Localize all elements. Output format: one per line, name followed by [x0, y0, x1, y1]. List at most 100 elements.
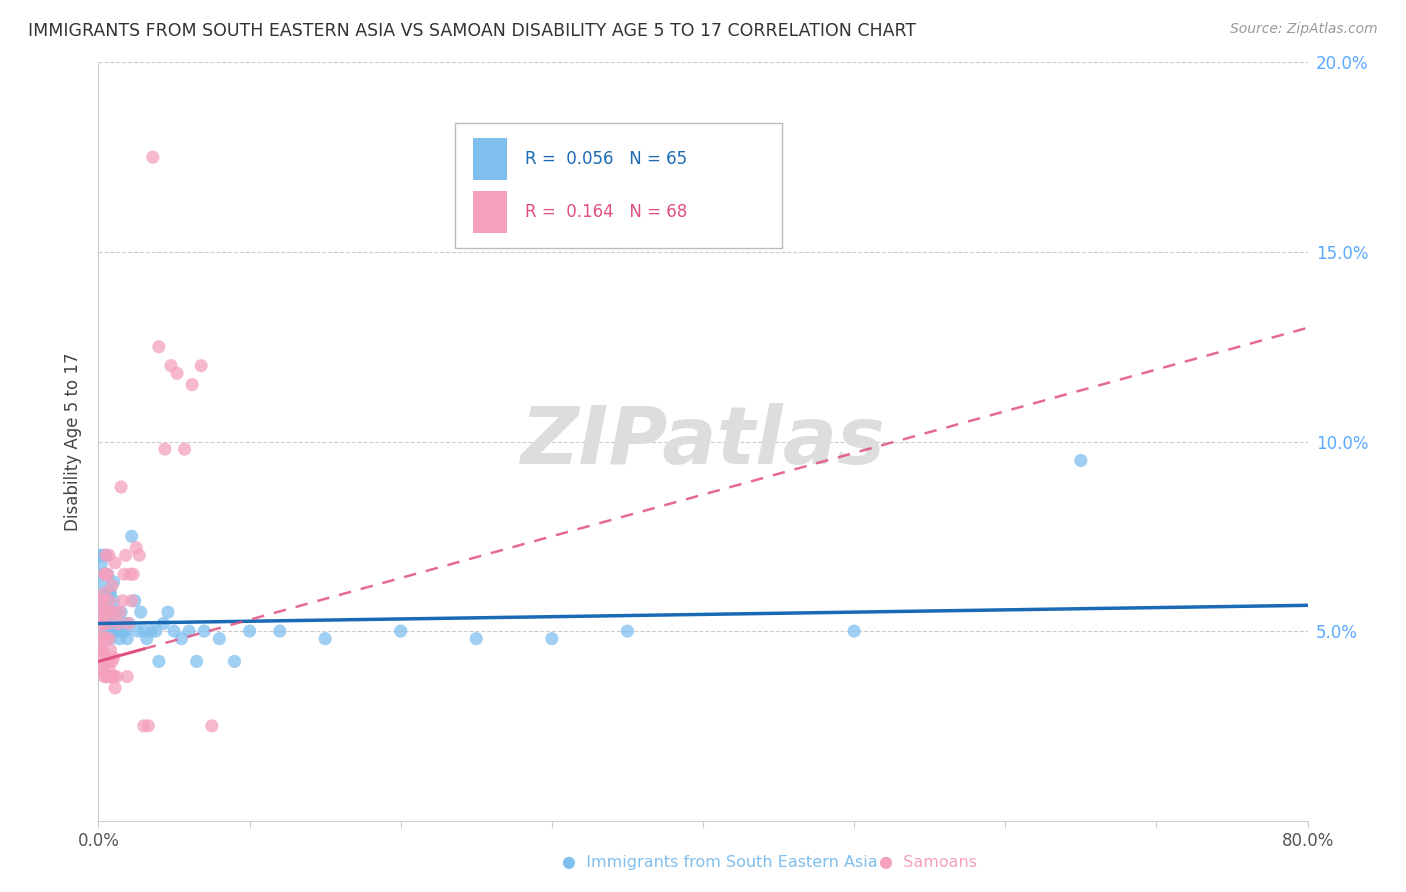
Point [193, 624, 215, 639]
Point [90, 616, 112, 631]
Point [98, 548, 121, 563]
Text: ●  Immigrants from South Eastern Asia: ● Immigrants from South Eastern Asia [562, 855, 877, 870]
Text: IMMIGRANTS FROM SOUTH EASTERN ASIA VS SAMOAN DISABILITY AGE 5 TO 17 CORRELATION : IMMIGRANTS FROM SOUTH EASTERN ASIA VS SA… [28, 22, 917, 40]
Point [170, 632, 193, 646]
Point [93, 594, 115, 608]
Point [100, 605, 122, 619]
Point [239, 624, 262, 639]
Point [93, 567, 115, 582]
Point [101, 605, 124, 619]
Point [104, 681, 127, 695]
Point [89, 643, 111, 657]
Point [104, 624, 127, 639]
Point [98, 605, 121, 619]
Point [145, 624, 167, 639]
Point [93, 605, 115, 619]
Point [94, 669, 117, 684]
Point [132, 719, 155, 733]
Point [114, 548, 136, 563]
Point [90, 662, 112, 676]
Point [104, 556, 127, 570]
Text: ZIPatlas: ZIPatlas [520, 402, 886, 481]
Point [98, 632, 121, 646]
Point [105, 669, 128, 684]
Point [141, 624, 163, 639]
Point [179, 624, 201, 639]
Point [101, 624, 124, 639]
Point [94, 605, 117, 619]
Point [100, 586, 122, 600]
Point [120, 567, 142, 582]
Point [94, 605, 117, 619]
Point [208, 632, 231, 646]
Point [91, 616, 114, 631]
Point [91, 632, 114, 646]
Text: R =  0.056   N = 65: R = 0.056 N = 65 [526, 150, 688, 168]
Point [465, 632, 488, 646]
Point [103, 605, 125, 619]
Point [269, 624, 291, 639]
Point [93, 669, 115, 684]
Point [112, 567, 135, 582]
Point [103, 594, 125, 608]
Point [98, 586, 121, 600]
Point [148, 340, 170, 354]
Point [89, 567, 111, 582]
Point [100, 643, 122, 657]
Point [186, 655, 208, 669]
Point [103, 574, 125, 589]
Point [107, 616, 129, 631]
Text: ●  Samoans: ● Samoans [879, 855, 977, 870]
Point [118, 616, 141, 631]
Point [98, 662, 121, 676]
Point [110, 480, 132, 494]
Point [89, 605, 111, 619]
Point [98, 594, 121, 608]
Point [100, 605, 122, 619]
Point [124, 594, 146, 608]
Point [160, 359, 183, 373]
Point [121, 529, 143, 543]
Point [91, 579, 114, 593]
Point [93, 632, 115, 646]
Point [89, 624, 111, 639]
Point [389, 624, 412, 639]
Point [166, 366, 188, 380]
Text: R =  0.164   N = 68: R = 0.164 N = 68 [526, 203, 688, 221]
Point [94, 632, 117, 646]
Point [91, 548, 114, 563]
Point [105, 605, 128, 619]
Point [90, 556, 112, 570]
Point [93, 650, 115, 665]
Point [94, 632, 117, 646]
Bar [474, 138, 508, 180]
Point [91, 594, 114, 608]
Point [122, 567, 145, 582]
Point [96, 567, 118, 582]
Point [94, 548, 117, 563]
Point [115, 632, 138, 646]
Text: Source: ZipAtlas.com: Source: ZipAtlas.com [1230, 22, 1378, 37]
Point [111, 624, 134, 639]
Point [110, 605, 132, 619]
Point [89, 548, 111, 563]
Point [173, 442, 195, 457]
Point [91, 643, 114, 657]
Point [1070, 453, 1092, 467]
Point [96, 616, 118, 631]
Point [115, 669, 138, 684]
Point [314, 632, 336, 646]
Point [91, 662, 114, 676]
Point [844, 624, 866, 639]
Point [129, 605, 152, 619]
Point [94, 548, 117, 563]
Point [112, 616, 135, 631]
Point [101, 655, 124, 669]
Point [152, 616, 174, 631]
Point [94, 655, 117, 669]
Point [103, 616, 125, 631]
Point [153, 442, 176, 457]
Point [103, 650, 125, 665]
Point [101, 579, 124, 593]
Point [136, 719, 159, 733]
